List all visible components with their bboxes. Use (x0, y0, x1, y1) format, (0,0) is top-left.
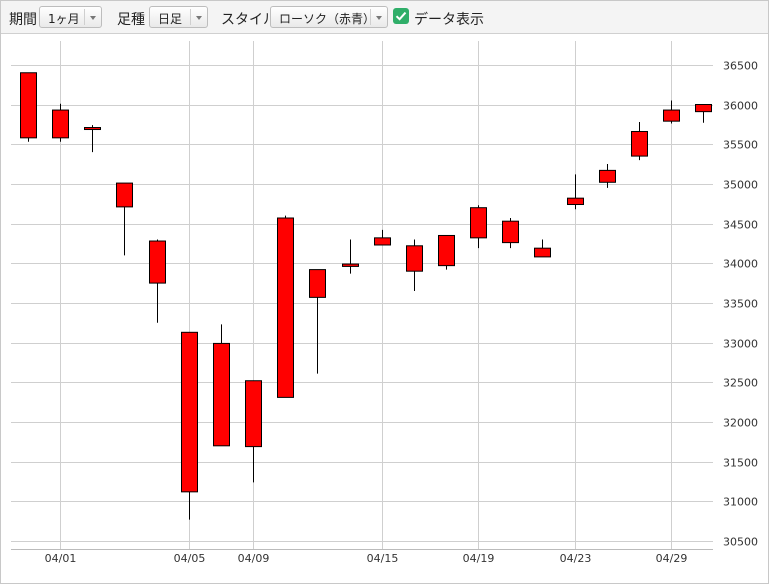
candle-body (84, 127, 101, 131)
candlestick-chart: 30500 31000 31500 32000 32500 33000 33500 34000… (11, 41, 758, 565)
show-data-checkbox[interactable] (393, 8, 409, 24)
candle-body (277, 217, 294, 398)
candle-body (695, 104, 712, 113)
period-dropdown[interactable]: 1ヶ月 (39, 6, 102, 28)
bar-type-dropdown[interactable]: 日足 (149, 6, 208, 28)
x-tick-label: 04/05 (174, 552, 206, 565)
y-axis: 30500 31000 31500 32000 32500 33000 33500 34000… (723, 60, 758, 549)
period-value: 1ヶ月 (48, 12, 80, 26)
candle-body (599, 169, 616, 183)
y-tick-label: 30500 (723, 536, 758, 549)
candle-body (631, 130, 648, 157)
chevron-down-icon (370, 9, 387, 25)
y-tick-label: 34000 (723, 258, 758, 271)
bar-type-value: 日足 (158, 12, 183, 26)
x-tick-label: 04/01 (45, 552, 77, 565)
x-tick-label: 04/15 (367, 552, 399, 565)
candle-body (406, 245, 423, 272)
check-icon (395, 11, 407, 21)
y-tick-label: 33500 (723, 298, 758, 311)
candle-body (470, 207, 487, 239)
candle-body (116, 182, 133, 208)
candle-body (181, 331, 198, 493)
y-tick-label: 31500 (723, 457, 758, 470)
candle-body (149, 240, 166, 284)
candle-body (534, 247, 551, 258)
y-tick-label: 31000 (723, 496, 758, 509)
x-tick-label: 04/29 (656, 552, 688, 565)
y-tick-label: 33000 (723, 338, 758, 351)
chevron-down-icon (190, 9, 207, 25)
candles (20, 72, 712, 520)
x-axis: 04/01 04/05 04/09 04/15 04/19 04/23 04/29 (45, 552, 688, 565)
x-tick-label: 04/19 (463, 552, 495, 565)
x-tick-label: 04/09 (238, 552, 270, 565)
candle-body (567, 197, 584, 206)
candle-body (245, 380, 262, 448)
chevron-down-icon (84, 9, 101, 25)
y-tick-label: 36000 (723, 100, 758, 113)
show-data-label: データ表示 (414, 12, 484, 28)
y-tick-label: 32500 (723, 377, 758, 390)
candle-body (342, 263, 359, 267)
y-tick-label: 35500 (723, 139, 758, 152)
period-label: 期間 (9, 12, 37, 28)
candle-body (438, 234, 455, 267)
candle-body (374, 237, 391, 246)
candle-body (663, 109, 680, 122)
y-tick-label: 34500 (723, 219, 758, 232)
candle-body (20, 72, 37, 139)
y-tick-label: 32000 (723, 417, 758, 430)
x-tick-label: 04/23 (560, 552, 592, 565)
y-tick-label: 36500 (723, 60, 758, 73)
y-tick-label: 35000 (723, 179, 758, 192)
candle-body (52, 109, 69, 139)
toolbar: 期間 1ヶ月 足種 日足 スタイル ローソク（赤青） データ表示 (1, 1, 768, 34)
style-dropdown[interactable]: ローソク（赤青） (270, 6, 388, 28)
bar-type-label: 足種 (117, 12, 145, 28)
style-value: ローソク（赤青） (279, 12, 376, 26)
candle-body (502, 220, 519, 244)
style-label: スタイル (221, 12, 277, 28)
candle-body (309, 269, 326, 298)
candle-body (213, 342, 230, 447)
grid (11, 41, 713, 550)
